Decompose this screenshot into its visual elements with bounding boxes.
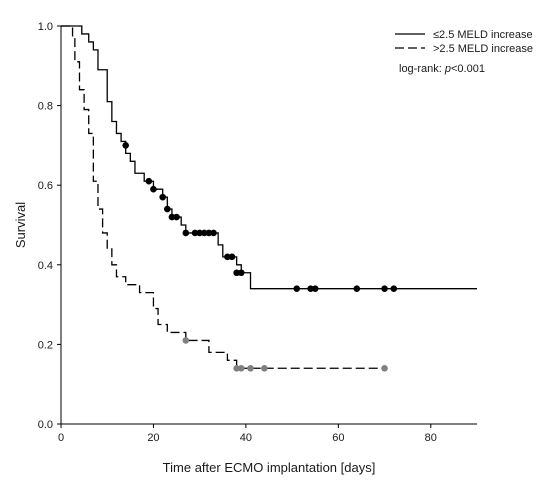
x-tick-label: 40	[240, 432, 252, 444]
censor-marker	[159, 193, 166, 201]
censor-marker	[205, 229, 213, 237]
legend: ≤2.5 MELD increase >2.5 MELD increase lo…	[395, 29, 533, 75]
censor-marker	[261, 364, 268, 372]
series-line-solid	[61, 25, 477, 290]
series-layer	[61, 25, 477, 372]
series-line-dashed	[61, 25, 385, 369]
censor-marker	[224, 253, 231, 261]
y-tick-label: 0.6	[38, 180, 53, 192]
x-tick-label: 60	[332, 432, 344, 444]
legend-label-low-meld: ≤2.5 MELD increase	[433, 29, 533, 41]
y-axis-title: Survival	[13, 202, 28, 248]
censor-marker	[173, 213, 180, 221]
axes: 0 20 40 60 80 0.0 0.2 0.4 0.6 0.8 1.0	[38, 21, 477, 444]
y-tick-label: 0.0	[38, 419, 53, 431]
censor-marker	[390, 285, 398, 292]
censor-marker	[182, 229, 190, 237]
legend-label-high-meld: >2.5 MELD increase	[433, 43, 533, 55]
censor-marker	[237, 269, 245, 277]
censor-marker	[353, 285, 361, 292]
censor-marker	[233, 364, 240, 372]
censor-marker	[168, 213, 176, 221]
logrank-prefix: log-rank:	[399, 63, 445, 75]
censor-marker	[150, 185, 157, 193]
censor-marker	[196, 229, 203, 237]
y-tick-label: 0.2	[38, 339, 53, 351]
censor-marker	[233, 269, 240, 277]
censor-marker	[122, 142, 130, 149]
x-axis-title: Time after ECMO implantation [days]	[163, 460, 376, 475]
x-tick-label: 80	[425, 432, 437, 444]
censor-marker	[210, 229, 217, 237]
censor-marker	[293, 285, 301, 292]
logrank-annotation: log-rank: p<0.001	[399, 63, 485, 75]
censor-marker	[247, 364, 254, 372]
censor-marker	[381, 285, 388, 292]
x-tick-label: 20	[147, 432, 159, 444]
x-ticks: 0 20 40 60 80	[58, 424, 437, 444]
logrank-value: <0.001	[451, 63, 485, 75]
censor-marker	[381, 364, 388, 372]
censor-marker	[311, 285, 319, 292]
censor-marker	[191, 229, 199, 237]
censor-marker	[200, 229, 208, 237]
censor-marker	[164, 205, 171, 213]
y-ticks: 0.0 0.2 0.4 0.6 0.8 1.0	[38, 21, 61, 431]
x-tick-label: 0	[58, 432, 64, 444]
censor-marker	[228, 253, 236, 261]
censor-marker	[237, 364, 245, 372]
y-tick-label: 0.4	[38, 260, 53, 272]
y-tick-label: 0.8	[38, 101, 53, 113]
censor-marker	[182, 337, 190, 344]
censor-marker	[145, 177, 153, 185]
y-tick-label: 1.0	[38, 21, 53, 33]
logrank-p: p	[444, 63, 451, 75]
censor-marker	[307, 285, 314, 292]
